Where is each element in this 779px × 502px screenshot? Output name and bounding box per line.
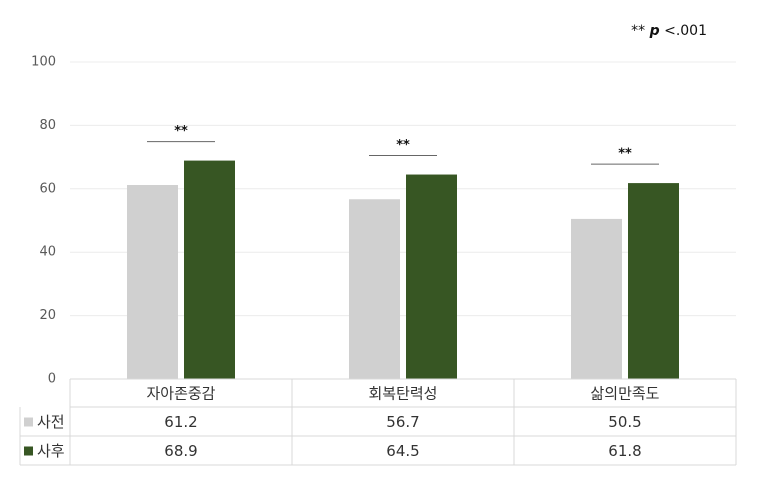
annotation: ** p <.001 <box>631 23 707 39</box>
y-tick-label: 80 <box>39 118 56 133</box>
x-tick-label: 삶의만족도 <box>590 385 659 403</box>
table-value: 61.8 <box>608 442 641 460</box>
annotation-threshold: <.001 <box>664 23 707 39</box>
x-tick-label: 자아존중감 <box>146 385 215 403</box>
legend-label: 사후 <box>37 442 65 460</box>
x-tick-label: 회복탄력성 <box>368 385 437 403</box>
annotation-symbol: p <box>649 23 660 39</box>
bar <box>406 174 457 379</box>
y-tick-label: 60 <box>39 181 56 196</box>
table-value: 61.2 <box>164 413 197 431</box>
table-value: 50.5 <box>608 413 641 431</box>
y-tick-label: 20 <box>39 308 56 323</box>
y-tick-label: 40 <box>39 245 56 260</box>
table-value: 68.9 <box>164 442 197 460</box>
legend-swatch <box>24 417 33 427</box>
significance-label: ** <box>396 138 410 153</box>
legend-swatch <box>24 446 33 456</box>
bar <box>628 183 679 379</box>
significance-label: ** <box>174 124 188 139</box>
annotation-marker: ** <box>631 23 645 39</box>
bar <box>184 160 235 379</box>
table-value: 64.5 <box>386 442 419 460</box>
bar <box>349 199 400 379</box>
legend-label: 사전 <box>37 413 65 431</box>
significance-label: ** <box>618 147 632 162</box>
bar <box>571 218 622 379</box>
table-value: 56.7 <box>386 413 419 431</box>
bar <box>127 184 178 379</box>
y-tick-label: 0 <box>48 372 56 387</box>
y-tick-label: 100 <box>31 55 56 70</box>
